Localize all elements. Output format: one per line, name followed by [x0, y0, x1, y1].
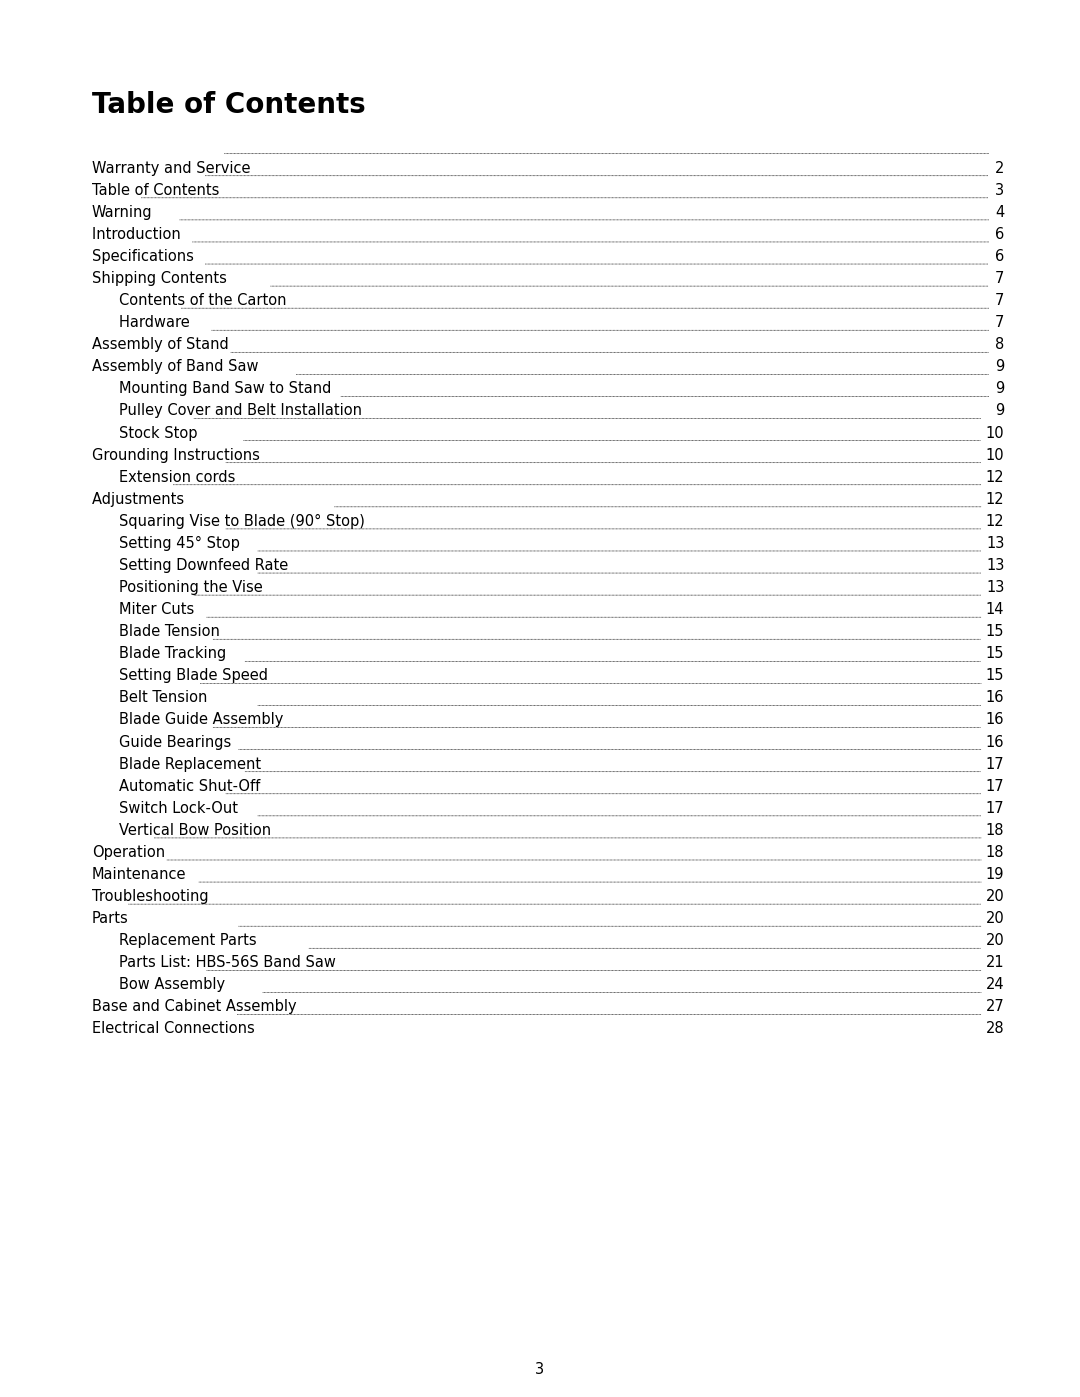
Text: Pulley Cover and Belt Installation: Pulley Cover and Belt Installation: [119, 404, 362, 419]
Text: Setting Downfeed Rate: Setting Downfeed Rate: [119, 557, 288, 573]
Text: 13: 13: [986, 557, 1004, 573]
Text: Grounding Instructions: Grounding Instructions: [92, 447, 265, 462]
Text: Squaring Vise to Blade (90° Stop): Squaring Vise to Blade (90° Stop): [119, 514, 365, 529]
Text: 6: 6: [995, 226, 1004, 242]
Text: 15: 15: [986, 624, 1004, 640]
Text: Assembly of Stand: Assembly of Stand: [92, 337, 233, 352]
Text: 7: 7: [995, 293, 1004, 309]
Text: Warning: Warning: [92, 205, 152, 219]
Text: 9: 9: [995, 359, 1004, 374]
Text: 17: 17: [986, 778, 1004, 793]
Text: Automatic Shut-Off: Automatic Shut-Off: [119, 778, 265, 793]
Text: Warranty and Service: Warranty and Service: [92, 161, 251, 176]
Text: 10: 10: [986, 426, 1004, 440]
Text: Stock Stop: Stock Stop: [119, 426, 202, 440]
Text: Troubleshooting: Troubleshooting: [92, 888, 213, 904]
Text: 16: 16: [986, 712, 1004, 728]
Text: 6: 6: [995, 249, 1004, 264]
Text: Parts List: HBS-56S Band Saw: Parts List: HBS-56S Band Saw: [119, 956, 340, 971]
Text: Parts: Parts: [92, 911, 129, 926]
Text: 20: 20: [986, 933, 1004, 949]
Text: 20: 20: [986, 911, 1004, 926]
Text: Positioning the Vise: Positioning the Vise: [119, 580, 267, 595]
Text: Guide Bearings: Guide Bearings: [119, 735, 231, 750]
Text: Maintenance: Maintenance: [92, 868, 187, 882]
Text: 15: 15: [986, 668, 1004, 683]
Text: 18: 18: [986, 823, 1004, 838]
Text: Specifications: Specifications: [92, 249, 199, 264]
Text: Blade Guide Assembly: Blade Guide Assembly: [119, 712, 287, 728]
Text: 9: 9: [995, 381, 1004, 397]
Text: 3: 3: [536, 1362, 544, 1377]
Text: 28: 28: [986, 1021, 1004, 1037]
Text: 17: 17: [986, 757, 1004, 771]
Text: 13: 13: [986, 536, 1004, 550]
Text: Introduction: Introduction: [92, 226, 185, 242]
Text: 14: 14: [986, 602, 1004, 617]
Text: 17: 17: [986, 800, 1004, 816]
Text: Replacement Parts: Replacement Parts: [119, 933, 261, 949]
Text: 13: 13: [986, 580, 1004, 595]
Text: 16: 16: [986, 690, 1004, 705]
Text: Blade Tracking: Blade Tracking: [119, 647, 226, 661]
Text: 2: 2: [995, 161, 1004, 176]
Text: 20: 20: [986, 888, 1004, 904]
Text: Mounting Band Saw to Stand: Mounting Band Saw to Stand: [119, 381, 336, 397]
Text: Bow Assembly: Bow Assembly: [119, 978, 230, 992]
Text: Setting Blade Speed: Setting Blade Speed: [119, 668, 268, 683]
Text: Blade Tension: Blade Tension: [119, 624, 219, 640]
Text: Blade Replacement: Blade Replacement: [119, 757, 266, 771]
Text: 19: 19: [986, 868, 1004, 882]
Text: 16: 16: [986, 735, 1004, 750]
Text: 12: 12: [986, 469, 1004, 485]
Text: 24: 24: [986, 978, 1004, 992]
Text: Hardware: Hardware: [119, 316, 194, 330]
Text: 21: 21: [986, 956, 1004, 971]
Text: 15: 15: [986, 647, 1004, 661]
Text: Electrical Connections: Electrical Connections: [92, 1021, 255, 1037]
Text: 7: 7: [995, 316, 1004, 330]
Text: Contents of the Carton: Contents of the Carton: [119, 293, 291, 309]
Text: Base and Cabinet Assembly: Base and Cabinet Assembly: [92, 999, 301, 1014]
Text: Belt Tension: Belt Tension: [119, 690, 207, 705]
Text: Miter Cuts: Miter Cuts: [119, 602, 199, 617]
Text: 18: 18: [986, 845, 1004, 861]
Text: Assembly of Band Saw: Assembly of Band Saw: [92, 359, 262, 374]
Text: 7: 7: [995, 271, 1004, 286]
Text: Switch Lock-Out: Switch Lock-Out: [119, 800, 242, 816]
Text: Vertical Bow Position: Vertical Bow Position: [119, 823, 271, 838]
Text: Table of Contents: Table of Contents: [92, 183, 219, 198]
Text: Setting 45° Stop: Setting 45° Stop: [119, 536, 240, 550]
Text: 27: 27: [986, 999, 1004, 1014]
Text: Operation: Operation: [92, 845, 165, 861]
Text: Shipping Contents: Shipping Contents: [92, 271, 227, 286]
Text: Table of Contents: Table of Contents: [92, 91, 365, 119]
Text: 10: 10: [986, 447, 1004, 462]
Text: Adjustments: Adjustments: [92, 492, 189, 507]
Text: 3: 3: [996, 183, 1004, 198]
Text: Extension cords: Extension cords: [119, 469, 240, 485]
Text: 12: 12: [986, 514, 1004, 529]
Text: 9: 9: [995, 404, 1004, 419]
Text: 4: 4: [995, 205, 1004, 219]
Text: 8: 8: [995, 337, 1004, 352]
Text: 12: 12: [986, 492, 1004, 507]
